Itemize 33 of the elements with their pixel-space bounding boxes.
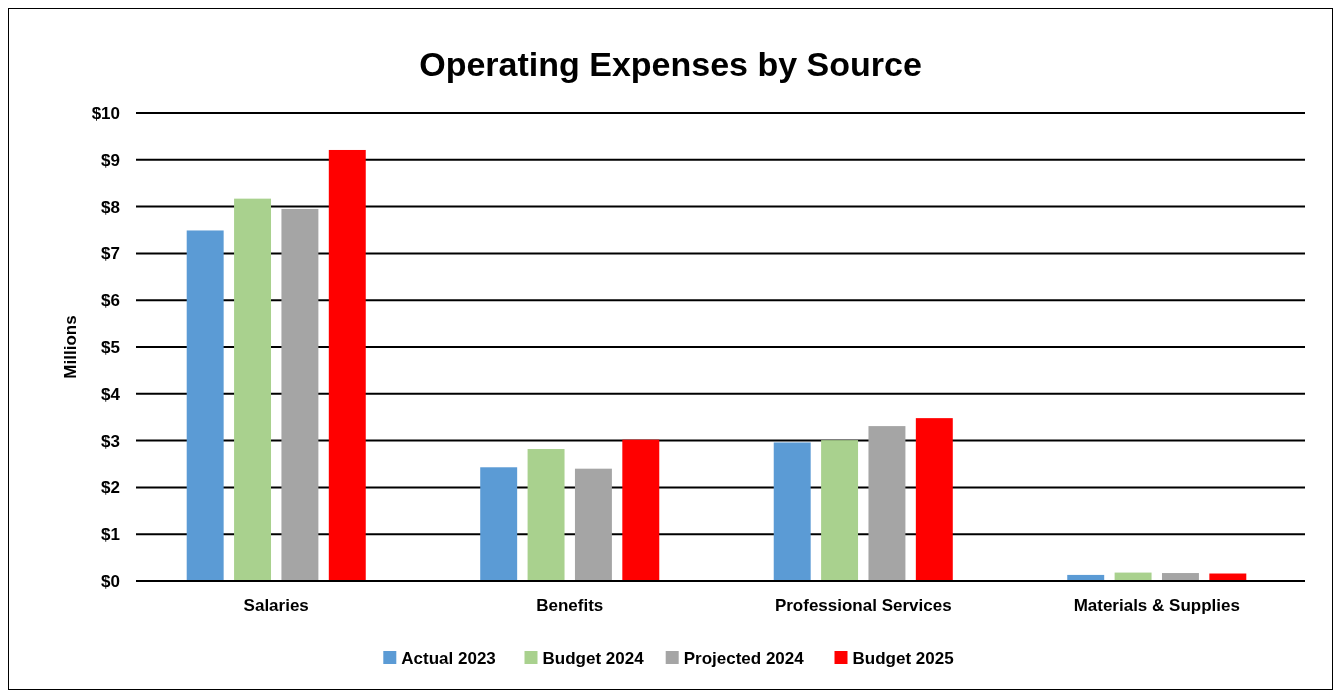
bar [186,230,224,581]
y-tick-label: $8 [101,197,120,217]
bar [234,198,272,581]
y-tick-label: $4 [101,384,121,404]
legend-label: Budget 2024 [542,648,645,668]
bar [622,439,660,581]
bar [821,440,859,581]
legend-label: Actual 2023 [401,648,496,668]
bar [574,468,612,581]
bar [281,208,319,581]
bar [527,449,565,581]
legend-label: Budget 2025 [852,648,954,668]
legend-label: Projected 2024 [683,648,805,668]
y-tick-label: $0 [101,571,120,591]
y-tick-label: $3 [101,431,120,451]
y-tick-label: $9 [101,150,120,170]
bar [328,149,366,581]
y-tick-label: $7 [101,244,120,264]
x-tick-label: Professional Services [774,596,952,615]
bar [915,418,953,581]
bar [773,442,811,581]
chart-title: Operating Expenses by Source [419,45,922,83]
x-tick-label: Salaries [243,596,309,615]
bar [480,467,518,581]
y-tick-label: $5 [101,337,120,357]
y-tick-label: $6 [101,291,120,311]
y-tick-label: $1 [101,525,120,545]
y-tick-label: $2 [101,478,120,498]
x-tick-label: Benefits [536,596,604,615]
x-tick-label: Materials & Supplies [1073,596,1240,615]
y-axis-title: Millions [61,315,80,379]
y-tick-label: $10 [91,103,120,123]
bar [868,426,906,581]
